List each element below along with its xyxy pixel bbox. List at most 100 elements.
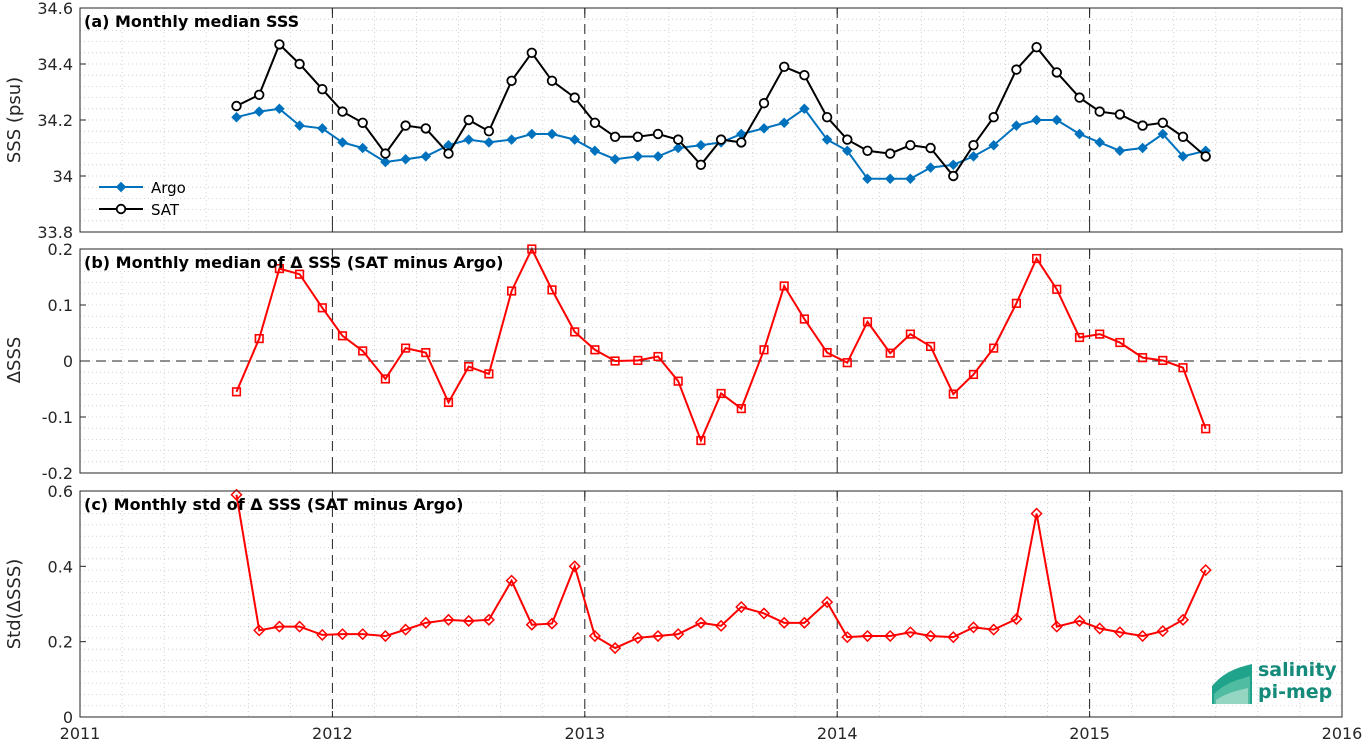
data-point xyxy=(1094,106,1105,117)
y-tick-label: 0.2 xyxy=(48,633,73,652)
panel-a-monthly-median-sss: 33.8 34 34.2 34.4 34.6 (a) Monthly median SSS… xyxy=(4,0,1343,242)
data-point xyxy=(695,159,707,171)
data-point xyxy=(757,607,771,620)
data-point xyxy=(652,151,664,162)
data-point xyxy=(715,134,727,145)
data-point xyxy=(1051,114,1063,126)
logo-line-2: pi-mep xyxy=(1258,681,1332,703)
data-point xyxy=(1114,145,1126,157)
data-point xyxy=(589,145,601,157)
logo-wave-icon xyxy=(1212,664,1252,704)
data-point xyxy=(1201,424,1211,434)
data-point xyxy=(778,61,790,73)
data-point xyxy=(442,613,455,626)
data-point xyxy=(1074,128,1085,140)
data-point xyxy=(905,139,916,151)
data-point xyxy=(380,148,391,159)
y-axis: 0 0.2 0.4 0.6 xyxy=(48,482,1342,727)
data-point xyxy=(1010,613,1023,626)
data-point xyxy=(799,103,810,115)
data-point xyxy=(547,285,557,295)
data-point xyxy=(419,616,432,629)
data-point xyxy=(1052,284,1062,294)
panel-b-median-delta-sss: -0.2 -0.1 0 0.1 0.2 (b) Monthly median of Δ S… xyxy=(4,240,1343,483)
data-point xyxy=(842,358,852,368)
panel-title: (b) Monthly median of Δ SSS (SAT minus A… xyxy=(84,253,503,272)
data-point xyxy=(967,621,980,634)
data-point xyxy=(1011,64,1022,75)
data-point xyxy=(293,620,306,633)
data-point xyxy=(254,333,264,344)
panel-title: (c) Monthly std of Δ SSS (SAT minus Argo… xyxy=(84,495,463,514)
x-axis: 2011 2012 2013 2014 2015 2016 xyxy=(60,491,1362,743)
data-point xyxy=(400,153,411,165)
data-point xyxy=(231,100,242,112)
data-point xyxy=(1011,120,1022,131)
data-point xyxy=(862,317,873,327)
data-point xyxy=(778,117,790,129)
data-point xyxy=(987,623,1000,636)
data-point xyxy=(778,616,791,629)
data-point xyxy=(590,345,600,355)
data-point xyxy=(736,137,747,148)
data-point xyxy=(317,303,327,313)
data-point xyxy=(759,345,769,355)
data-point xyxy=(294,58,305,70)
data-point xyxy=(463,114,474,126)
y-axis: 33.8 34 34.2 34.4 34.6 xyxy=(37,0,1342,242)
data-point xyxy=(968,139,979,151)
data-point xyxy=(632,151,644,162)
data-point xyxy=(1177,151,1189,162)
logo-line-1: salinity xyxy=(1258,659,1337,681)
data-point xyxy=(1176,613,1190,626)
data-point xyxy=(862,145,873,157)
data-point xyxy=(231,111,242,123)
data-point xyxy=(1094,137,1105,148)
data-point xyxy=(1011,298,1022,308)
y-axis-label: SSS (psu) xyxy=(4,77,25,163)
data-point xyxy=(1051,67,1062,78)
data-point xyxy=(463,134,474,145)
data-point xyxy=(694,616,707,629)
data-point xyxy=(609,131,621,143)
data-point xyxy=(779,281,789,291)
data-point xyxy=(1093,622,1106,635)
data-point xyxy=(1073,614,1086,628)
data-point xyxy=(482,613,495,626)
data-point xyxy=(609,153,621,165)
data-point xyxy=(506,134,517,145)
data-point xyxy=(274,39,285,50)
data-point xyxy=(380,374,391,384)
axes-frame xyxy=(79,248,1343,474)
data-point xyxy=(337,331,348,341)
data-point xyxy=(924,629,937,643)
data-point xyxy=(484,369,494,379)
data-point xyxy=(989,343,999,353)
data-point xyxy=(357,117,368,129)
data-point xyxy=(545,617,559,630)
data-point xyxy=(1156,625,1169,638)
data-point xyxy=(799,69,810,81)
data-point xyxy=(821,111,833,123)
x-tick-label: 2013 xyxy=(564,724,605,743)
data-point xyxy=(968,151,979,162)
salinity-pi-mep-logo: salinity pi-mep xyxy=(1212,659,1337,704)
data-point xyxy=(799,314,809,324)
y-tick-label: -0.2 xyxy=(42,464,73,483)
data-point xyxy=(696,435,706,446)
data-point xyxy=(588,629,601,643)
data-point xyxy=(1157,117,1168,129)
data-point xyxy=(653,351,663,362)
data-point xyxy=(633,355,643,366)
data-point xyxy=(1113,626,1126,639)
data-point xyxy=(672,142,684,154)
data-point xyxy=(526,47,537,59)
data-point xyxy=(988,139,999,151)
data-point xyxy=(968,369,979,380)
y-tick-label: 0.6 xyxy=(48,482,73,501)
data-point xyxy=(1178,363,1188,373)
data-point xyxy=(925,341,936,352)
data-point xyxy=(736,403,746,414)
y-tick-label: 33.8 xyxy=(37,223,73,242)
data-point xyxy=(1114,109,1126,120)
